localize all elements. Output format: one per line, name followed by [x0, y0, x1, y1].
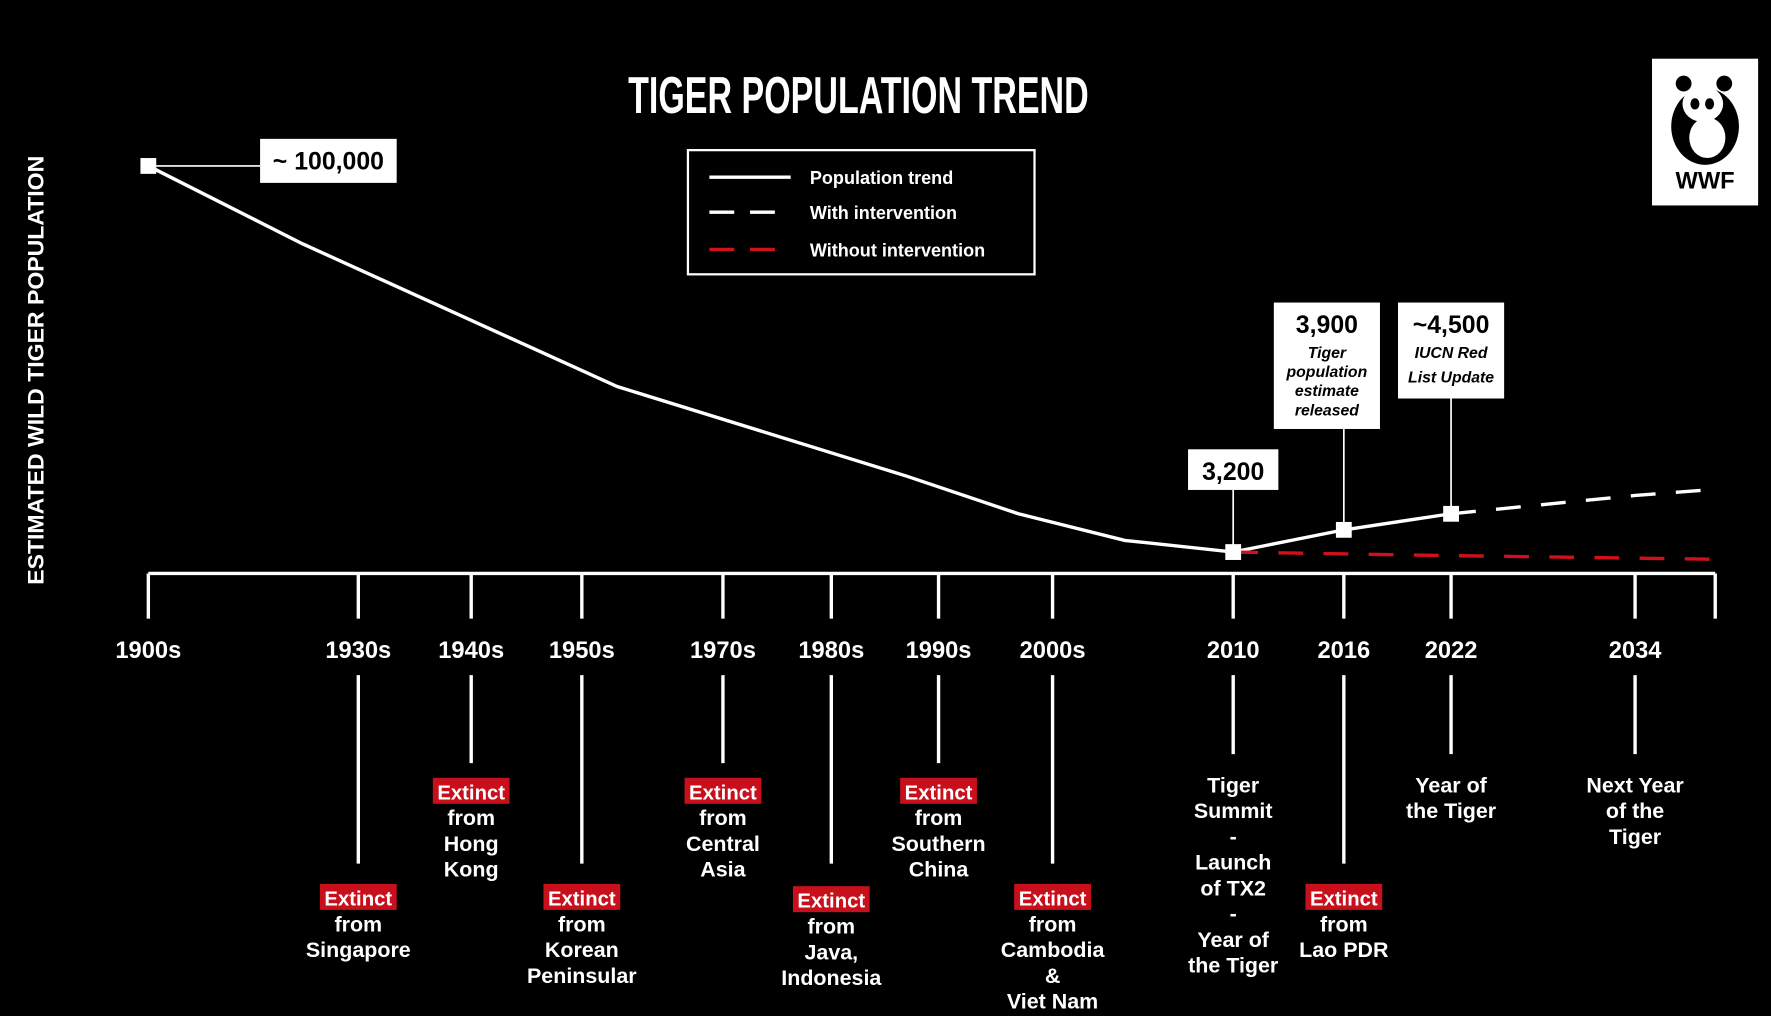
extinct-badge-label: Extinct — [797, 891, 865, 913]
annotation-caption: List Update — [1408, 370, 1494, 387]
x-tick-label: 1950s — [549, 638, 615, 664]
wwf-logo: WWF — [1652, 58, 1759, 206]
annotation-box — [1398, 302, 1505, 399]
event-text: Tiger — [1609, 825, 1662, 849]
event-text: Next Year — [1586, 773, 1684, 797]
event-text: from — [1320, 912, 1368, 936]
event-text: of TX2 — [1200, 876, 1266, 900]
annotation-value: ~4,500 — [1413, 312, 1490, 339]
event-text: from — [334, 912, 382, 936]
legend-label: With intervention — [810, 203, 957, 223]
event-text: from — [807, 915, 855, 939]
x-tick-label: 1970s — [690, 638, 756, 664]
annotation-value: ~ 100,000 — [273, 148, 384, 175]
extinct-badge — [432, 777, 510, 804]
annotation-caption: IUCN Red — [1415, 345, 1488, 362]
annotation-caption: Tiger — [1308, 345, 1347, 362]
event-text: - — [1230, 902, 1237, 926]
event-text: Asia — [700, 858, 746, 882]
annotation-box — [1188, 449, 1279, 490]
x-tick-label: 1990s — [906, 638, 972, 664]
x-tick-label: 2022 — [1425, 638, 1478, 664]
event-text: from — [699, 806, 747, 830]
annotation-caption: estimate — [1295, 383, 1359, 400]
event-text: Tiger — [1207, 773, 1260, 797]
event-text: Year of — [1415, 773, 1487, 797]
data-point-marker — [1443, 505, 1459, 522]
event-text: & — [1045, 964, 1060, 988]
logo-text: WWF — [1675, 169, 1734, 195]
annotation-box — [260, 138, 397, 183]
annotation-caption: population — [1286, 364, 1368, 381]
event-text: Singapore — [306, 938, 411, 962]
extinct-badge-label: Extinct — [437, 782, 505, 804]
extinct-badge-label: Extinct — [324, 888, 392, 910]
event-text: China — [909, 858, 970, 882]
event-text: Viet Nam — [1007, 990, 1098, 1014]
annotation-box — [1273, 302, 1380, 429]
x-tick-label: 2000s — [1020, 638, 1086, 664]
extinct-badge-label: Extinct — [1019, 888, 1087, 910]
annotation-value: 3,900 — [1296, 312, 1358, 339]
extinct-badge — [792, 886, 870, 913]
event-text: Cambodia — [1001, 938, 1106, 962]
chart-title: TIGER POPULATION TREND — [628, 67, 1089, 125]
event-text: Indonesia — [781, 966, 882, 990]
data-point-marker — [1225, 544, 1242, 560]
event-text: Year of — [1197, 928, 1269, 952]
data-point-marker — [140, 158, 157, 174]
series-line-without-intervention — [1233, 550, 1716, 561]
event-text: Kong — [444, 858, 499, 882]
series-line-with-intervention — [1450, 487, 1716, 516]
event-text: of the — [1606, 799, 1664, 823]
event-text: Launch — [1195, 851, 1271, 875]
annotation-caption: released — [1295, 402, 1359, 419]
extinct-badge — [543, 883, 621, 910]
extinct-badge-label: Extinct — [689, 782, 757, 804]
extinct-badge — [684, 777, 762, 804]
event-text: the Tiger — [1188, 954, 1279, 978]
x-tick-label: 1980s — [798, 638, 864, 664]
data-point-marker — [1335, 521, 1352, 538]
event-text: Southern — [892, 832, 986, 856]
legend-label: Without intervention — [810, 240, 985, 260]
event-text: Summit — [1194, 799, 1273, 823]
extinct-badge — [900, 777, 977, 804]
event-text: Peninsular — [527, 964, 637, 988]
x-tick-label: 2034 — [1609, 638, 1663, 664]
event-text: from — [1029, 912, 1077, 936]
event-text: from — [915, 806, 963, 830]
x-tick-label: 2010 — [1207, 638, 1260, 664]
event-text: Central — [686, 832, 760, 856]
panda-icon — [1671, 75, 1739, 165]
event-text: - — [1230, 825, 1237, 849]
x-tick-label: 1930s — [325, 638, 391, 664]
x-tick-label: 1900s — [115, 638, 181, 664]
event-text: Hong — [444, 832, 499, 856]
extinct-badge-label: Extinct — [1310, 888, 1378, 910]
event-text: the Tiger — [1406, 799, 1497, 823]
extinct-badge-label: Extinct — [905, 782, 973, 804]
x-tick-label: 1940s — [438, 638, 504, 664]
extinct-badge — [1305, 883, 1383, 910]
legend — [686, 149, 1036, 276]
extinct-badge — [1014, 883, 1091, 910]
extinct-badge — [319, 883, 397, 910]
event-text: Lao PDR — [1299, 938, 1389, 962]
event-text: from — [447, 806, 495, 830]
annotation-value: 3,200 — [1202, 459, 1264, 486]
y-axis-label: ESTIMATED WILD TIGER POPULATION — [23, 156, 48, 585]
series-line-population-trend — [147, 164, 1452, 554]
event-text: from — [558, 912, 606, 936]
x-tick-label: 2016 — [1317, 638, 1370, 664]
event-text: Korean — [545, 938, 619, 962]
legend-label: Population trend — [810, 168, 953, 188]
extinct-badge-label: Extinct — [548, 888, 616, 910]
event-text: Java, — [804, 940, 858, 964]
